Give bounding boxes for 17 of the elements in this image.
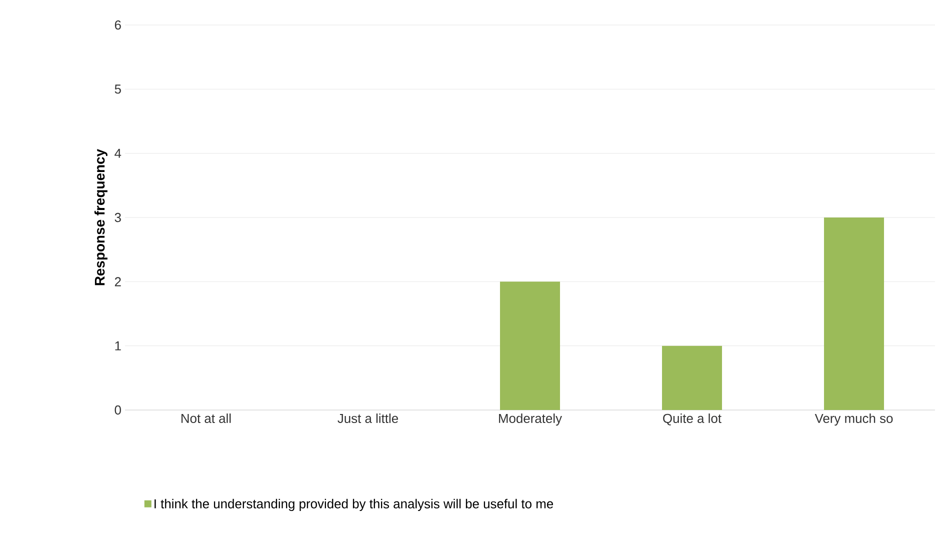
x-tick-label: Moderately [499,414,562,426]
x-tick-label: Just a little [338,414,398,424]
bar [500,282,560,410]
y-tick-label: 0 [114,405,121,415]
legend-label: I think the understanding provided by this analysis will be useful to me [154,498,554,511]
y-axis-title: Response frequency [94,148,108,286]
y-tick-label: 4 [114,148,122,158]
y-tick-label: 5 [114,84,121,94]
y-tick-label: 2 [114,277,121,286]
x-tick-label: Quite a lot [663,414,722,426]
x-tick-label: Very much so [814,414,893,426]
x-tick-label: Not at all [182,414,231,424]
y-tick-label: 6 [114,20,121,30]
bar [824,218,884,410]
y-tick-label: 3 [114,212,121,222]
bar [662,346,722,410]
y-tick-label: 1 [115,341,121,350]
